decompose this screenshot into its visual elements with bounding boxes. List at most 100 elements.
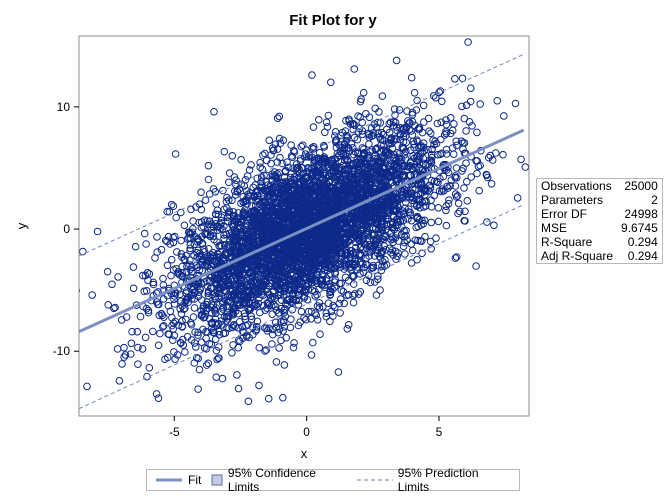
- data-point: [114, 273, 122, 281]
- stats-row: MSE 9.6745: [537, 221, 663, 235]
- data-point: [438, 185, 447, 193]
- data-point: [261, 347, 269, 355]
- data-point: [483, 171, 491, 179]
- data-point: [210, 107, 218, 116]
- data-point: [242, 282, 251, 291]
- data-point: [153, 233, 161, 241]
- data-point: [357, 95, 365, 103]
- data-point: [346, 120, 355, 128]
- data-point: [275, 134, 284, 143]
- data-point: [274, 328, 283, 337]
- data-point: [355, 251, 363, 259]
- x-axis-label: x: [301, 446, 308, 461]
- data-point: [127, 350, 135, 358]
- data-point: [269, 330, 277, 339]
- data-point: [312, 155, 321, 163]
- data-point: [452, 174, 461, 182]
- data-point: [312, 200, 321, 208]
- data-point: [472, 157, 480, 165]
- data-point: [198, 267, 207, 275]
- data-point: [354, 191, 363, 200]
- data-point: [296, 155, 305, 163]
- data-point: [389, 238, 397, 247]
- data-point: [195, 200, 204, 208]
- data-point: [281, 167, 290, 176]
- data-point: [391, 161, 399, 170]
- scatter-points: [79, 38, 529, 406]
- data-point: [186, 246, 194, 255]
- data-point: [349, 298, 358, 307]
- data-point: [167, 200, 176, 209]
- data-point: [385, 199, 394, 207]
- data-point: [343, 156, 352, 164]
- data-point: [249, 287, 257, 296]
- data-point: [315, 148, 324, 157]
- data-point: [493, 96, 502, 105]
- data-point: [500, 112, 508, 120]
- y-tick-label: 0: [63, 222, 70, 236]
- data-point: [473, 128, 481, 137]
- data-point: [254, 299, 263, 308]
- data-point: [330, 283, 339, 291]
- stats-label: Parameters: [541, 193, 604, 207]
- data-point: [265, 324, 273, 333]
- data-point: [282, 268, 290, 276]
- data-point: [289, 343, 298, 352]
- data-point: [149, 327, 157, 336]
- prediction-limit-upper: [79, 53, 524, 257]
- data-point: [330, 222, 339, 230]
- data-point: [405, 193, 414, 202]
- data-point: [276, 288, 285, 297]
- data-point: [173, 248, 181, 256]
- data-point: [437, 135, 445, 144]
- data-point: [301, 150, 310, 158]
- data-point: [415, 123, 424, 132]
- data-point: [462, 101, 471, 109]
- data-point: [233, 371, 241, 379]
- data-point: [255, 381, 263, 390]
- data-point: [213, 238, 221, 246]
- data-point: [145, 364, 154, 372]
- data-point: [182, 295, 191, 304]
- data-point: [225, 196, 233, 204]
- data-point: [402, 231, 410, 240]
- data-point: [449, 150, 458, 158]
- data-point: [282, 226, 290, 235]
- data-point: [115, 377, 124, 385]
- data-point: [351, 148, 360, 156]
- data-point: [399, 143, 408, 152]
- data-point: [251, 279, 259, 288]
- legend-confidence-label: 95% Confidence Limits: [227, 466, 316, 494]
- data-point: [309, 123, 318, 131]
- data-point: [388, 139, 396, 148]
- data-point: [331, 128, 340, 136]
- data-point: [454, 199, 463, 208]
- data-point: [194, 354, 202, 363]
- data-point: [127, 339, 136, 348]
- data-point: [253, 317, 262, 326]
- data-point: [276, 153, 284, 162]
- data-point: [388, 178, 396, 187]
- data-point: [104, 301, 112, 309]
- data-point: [351, 121, 359, 130]
- data-point: [108, 280, 116, 289]
- data-point: [258, 213, 266, 222]
- data-point: [251, 193, 259, 201]
- data-point: [461, 217, 469, 225]
- data-point: [239, 327, 247, 336]
- data-point: [131, 242, 140, 251]
- data-point: [284, 240, 293, 248]
- stats-label: Adj R-Square: [541, 249, 614, 263]
- data-point: [354, 112, 362, 120]
- stats-row: Adj R-Square 0.294: [537, 249, 663, 264]
- data-point: [413, 96, 421, 105]
- data-point: [456, 207, 464, 216]
- data-point: [473, 169, 481, 178]
- data-point: [177, 310, 186, 318]
- data-point: [416, 190, 425, 198]
- data-point: [220, 241, 229, 250]
- data-point: [315, 303, 324, 312]
- data-point: [316, 238, 324, 246]
- data-point: [213, 275, 221, 284]
- data-point: [280, 173, 289, 182]
